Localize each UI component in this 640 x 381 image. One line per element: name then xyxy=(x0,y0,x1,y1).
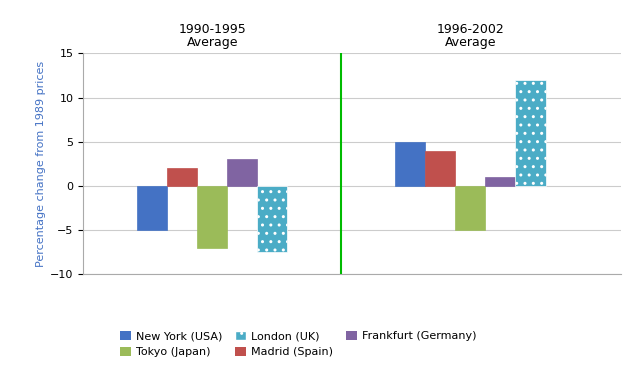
Bar xyxy=(515,80,545,186)
Bar xyxy=(227,159,257,186)
Bar xyxy=(257,186,287,252)
Bar xyxy=(425,150,455,186)
Text: 1996-2002: 1996-2002 xyxy=(436,22,504,36)
Bar xyxy=(455,186,485,230)
Text: Average: Average xyxy=(186,36,238,49)
Legend: New York (USA), Tokyo (Japan), London (UK), Madrid (Spain), Frankfurt (Germany): New York (USA), Tokyo (Japan), London (U… xyxy=(116,326,481,362)
Text: Average: Average xyxy=(445,36,496,49)
Text: 1990-1995: 1990-1995 xyxy=(179,22,246,36)
Bar xyxy=(395,142,425,186)
Bar xyxy=(167,168,197,186)
Bar xyxy=(137,186,167,230)
Y-axis label: Percentage change from 1989 prices: Percentage change from 1989 prices xyxy=(36,61,46,267)
Bar xyxy=(485,177,515,186)
Bar xyxy=(197,186,227,248)
